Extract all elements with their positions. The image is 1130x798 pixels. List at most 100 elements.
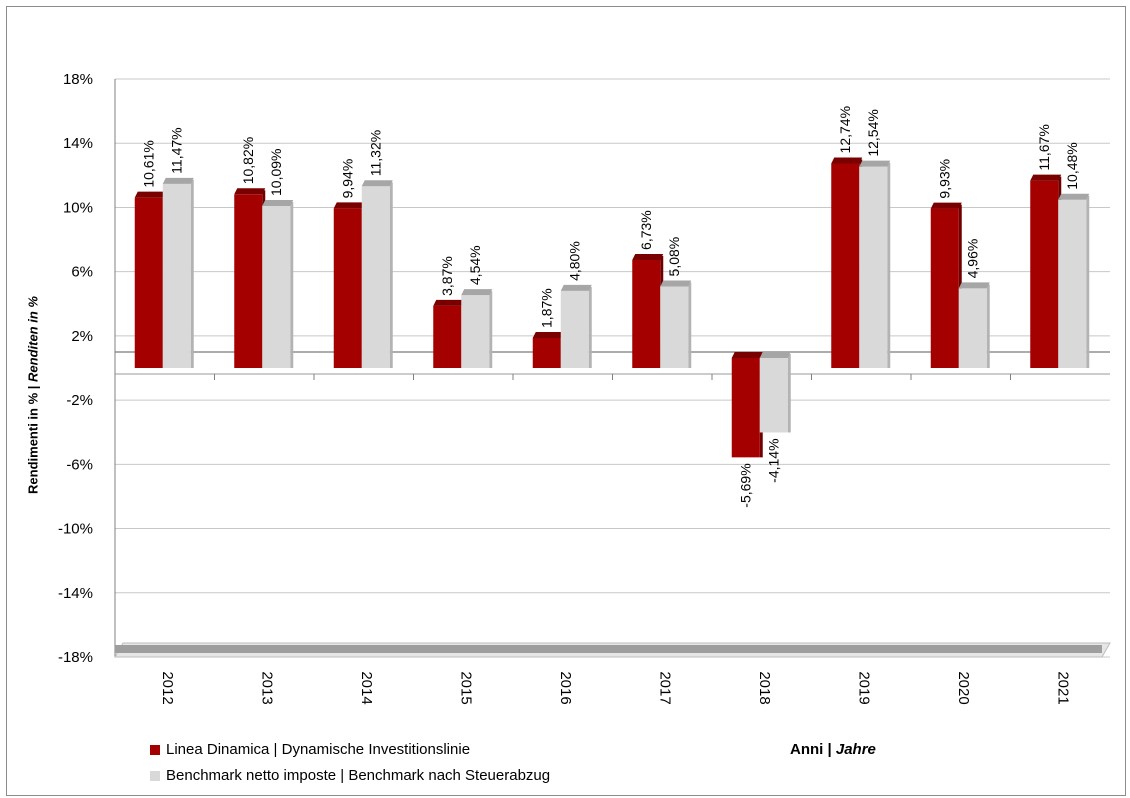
- data-label: 5,08%: [666, 237, 682, 277]
- y-tick-label: 2%: [71, 328, 93, 345]
- chart-frame: [6, 6, 1126, 796]
- y-tick-label: -14%: [58, 585, 93, 602]
- bar-top: [134, 191, 166, 198]
- data-label: 11,32%: [367, 130, 383, 176]
- data-label: -5,69%: [737, 463, 753, 507]
- bar-linea-dinamica: [134, 197, 163, 368]
- data-label: 3,87%: [439, 256, 455, 296]
- bar-top: [461, 289, 493, 296]
- bar-top: [433, 299, 465, 306]
- legend-item-series-2: Benchmark netto imposte | Benchmark nach…: [150, 767, 550, 784]
- bar-side: [887, 162, 891, 368]
- y-tick-label: -6%: [66, 456, 93, 473]
- bar-top: [759, 352, 791, 358]
- bar-top: [831, 157, 863, 164]
- data-label: 9,93%: [936, 159, 952, 199]
- x-axis-label: Anni | Jahre: [790, 741, 876, 758]
- y-tick-label: -18%: [58, 649, 93, 666]
- bar-top: [262, 199, 294, 206]
- data-label: 10,82%: [240, 137, 256, 184]
- bar-side: [190, 179, 194, 368]
- bar-side: [290, 201, 294, 368]
- data-label: 4,80%: [566, 241, 582, 281]
- floor-front: [115, 645, 1102, 653]
- bar-top: [1030, 174, 1062, 181]
- data-label: 4,96%: [964, 239, 980, 279]
- data-label: 1,87%: [538, 288, 554, 328]
- bar-top: [333, 202, 365, 209]
- x-tick-label: 2019: [855, 671, 872, 704]
- bar-side: [688, 282, 692, 368]
- x-tick-label: 2015: [457, 671, 474, 704]
- x-tick-label: 2017: [656, 671, 673, 704]
- bar-benchmark: [461, 295, 490, 368]
- y-tick-label: 14%: [63, 135, 93, 152]
- bar-side: [489, 291, 493, 368]
- data-label: -4,14%: [765, 438, 781, 482]
- y-tick-label: -10%: [58, 521, 93, 538]
- bar-linea-dinamica: [930, 208, 959, 368]
- x-tick-label: 2018: [756, 671, 773, 704]
- bar-linea-dinamica: [333, 208, 362, 368]
- y-axis-label: Rendimenti in % | Renditen in %: [25, 296, 41, 494]
- bar-benchmark: [1058, 199, 1087, 368]
- data-label: 12,54%: [865, 109, 881, 156]
- legend-label-series-2: Benchmark netto imposte | Benchmark nach…: [166, 767, 551, 784]
- bar-top: [660, 280, 692, 287]
- bar-top: [234, 188, 266, 195]
- y-tick-label: 18%: [63, 71, 93, 88]
- bar-top: [532, 331, 564, 338]
- bar-side: [986, 284, 990, 368]
- data-label: 10,61%: [140, 140, 156, 187]
- bar-benchmark: [361, 186, 390, 368]
- data-label: 11,47%: [168, 127, 184, 173]
- y-tick-label: -2%: [66, 392, 93, 409]
- legend-swatch-series-1: [150, 744, 160, 755]
- bar-side: [588, 286, 592, 368]
- bar-linea-dinamica: [1030, 180, 1059, 368]
- bar-benchmark: [560, 290, 589, 368]
- data-label: 4,54%: [467, 245, 483, 285]
- bar-linea-dinamica: [632, 259, 661, 368]
- legend-label-series-1: Linea Dinamica | Dynamische Investitions…: [166, 741, 471, 758]
- bar-top: [632, 253, 664, 260]
- bar-top: [958, 282, 990, 289]
- data-label: 10,09%: [268, 149, 284, 196]
- bar-linea-dinamica: [831, 163, 860, 368]
- bar-side: [1086, 195, 1090, 368]
- x-tick-label: 2014: [358, 671, 375, 704]
- bar-linea-dinamica: [731, 358, 760, 458]
- legend-swatch-series-2: [150, 770, 160, 781]
- data-label: 11,67%: [1036, 124, 1052, 170]
- data-label: 9,94%: [339, 159, 355, 199]
- bar-linea-dinamica: [532, 337, 561, 368]
- x-tick-label: 2013: [258, 671, 275, 704]
- data-label: 10,48%: [1064, 142, 1080, 189]
- bar-top: [859, 160, 891, 167]
- bar-side: [389, 182, 393, 368]
- bar-benchmark: [162, 183, 191, 368]
- bar-top: [731, 352, 763, 358]
- bar-linea-dinamica: [433, 305, 462, 368]
- bar-top: [1058, 193, 1090, 200]
- x-tick-label: 2021: [1054, 671, 1071, 704]
- bar-top: [560, 284, 592, 291]
- bar-top: [162, 177, 194, 184]
- bar-side: [787, 354, 791, 433]
- legend-item-series-1: Linea Dinamica | Dynamische Investitions…: [150, 741, 470, 758]
- bar-benchmark: [759, 358, 788, 433]
- bar-linea-dinamica: [234, 194, 263, 368]
- bar-top: [361, 180, 393, 187]
- bar-benchmark: [262, 205, 291, 368]
- x-tick-label: 2020: [955, 671, 972, 704]
- data-label: 12,74%: [837, 106, 853, 153]
- bar-benchmark: [958, 288, 987, 368]
- bar-benchmark: [660, 286, 689, 368]
- bar-benchmark: [859, 166, 888, 368]
- y-tick-label: 10%: [63, 199, 93, 216]
- y-tick-label: 6%: [71, 264, 93, 281]
- x-tick-label: 2016: [557, 671, 574, 704]
- data-label: 6,73%: [638, 210, 654, 250]
- bar-top: [930, 202, 962, 209]
